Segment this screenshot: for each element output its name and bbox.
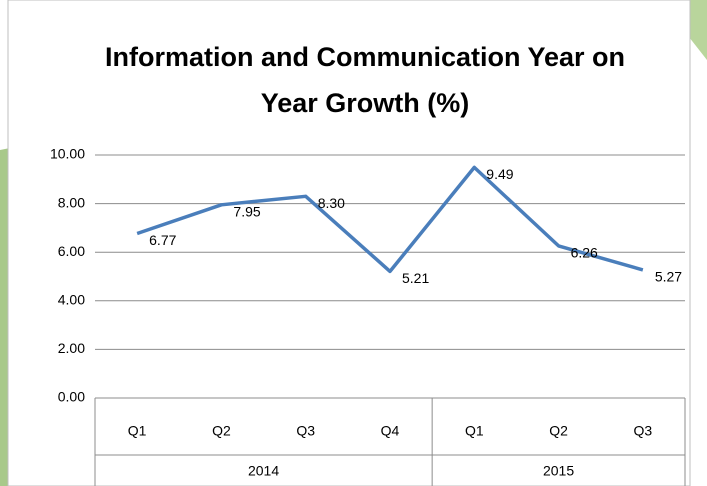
y-tick-label: 8.00 (58, 194, 85, 210)
chart-title: Information and Communication Year on Ye… (104, 42, 626, 118)
data-label: 6.77 (149, 232, 176, 248)
y-tick-label: 4.00 (58, 292, 85, 308)
y-tick-label: 6.00 (58, 243, 85, 259)
x-tick-label: Q4 (381, 423, 400, 439)
data-label: 8.30 (318, 195, 345, 211)
x-tick-label: Q2 (549, 423, 568, 439)
x-tick-label: Q1 (465, 423, 484, 439)
data-label: 5.21 (402, 270, 429, 286)
x-group-label: 2015 (543, 463, 574, 479)
x-tick-label: Q3 (296, 423, 315, 439)
data-label: 6.26 (571, 245, 598, 261)
x-tick-label: Q2 (212, 423, 231, 439)
y-tick-label: 0.00 (58, 389, 85, 405)
line (136, 165, 644, 274)
y-tick-label: 10.00 (50, 146, 85, 162)
x-tick-label: Q1 (128, 423, 147, 439)
data-label: 5.27 (655, 269, 682, 285)
x-group-label: 2014 (248, 463, 279, 479)
chart-frame (7, 0, 691, 486)
data-label: 7.95 (233, 204, 260, 220)
x-tick-label: Q3 (634, 423, 653, 439)
data-label: 9.49 (486, 166, 513, 182)
y-tick-label: 2.00 (58, 340, 85, 356)
